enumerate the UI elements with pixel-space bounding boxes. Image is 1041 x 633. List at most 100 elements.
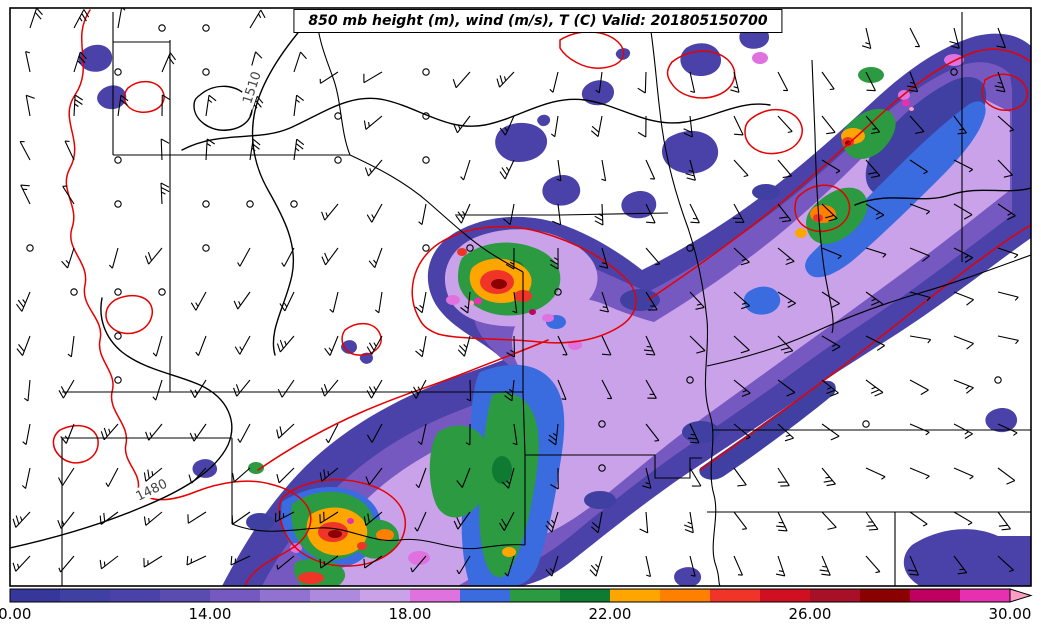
wind-barb: [276, 335, 295, 353]
wind-barb: [865, 115, 881, 135]
wind-barb: [994, 71, 1006, 93]
wind-barb: [12, 555, 31, 572]
colorbar-tick-label: 22.00: [589, 605, 632, 623]
calm-wind-circle: [686, 376, 694, 384]
wind-barb: [548, 423, 559, 446]
wind-barb: [733, 247, 750, 266]
colorbar-segment: [960, 589, 1011, 602]
temp-fill-green-region: [248, 462, 264, 474]
wind-barb: [865, 247, 887, 258]
wind-barb: [152, 379, 163, 401]
wind-barb: [190, 291, 207, 311]
calm-wind-circle: [114, 200, 122, 208]
wind-barb: [645, 379, 657, 399]
wind-barb: [460, 291, 471, 314]
wind-barb: [556, 159, 562, 182]
wind-barb: [683, 511, 694, 534]
wind-barb: [73, 9, 90, 29]
colorbar-segment: [410, 589, 461, 602]
wind-barb: [187, 511, 207, 524]
wind-barb: [997, 203, 1016, 221]
wind-barb: [953, 203, 973, 220]
wind-barb: [733, 511, 748, 530]
wind-barb: [279, 291, 295, 312]
wind-barb: [366, 203, 383, 223]
wind-barb: [909, 335, 932, 344]
wind-barb: [645, 203, 656, 224]
wind-barb: [907, 71, 919, 93]
wind-barb: [453, 511, 471, 530]
wind-barb: [144, 247, 163, 265]
state-border: [811, 59, 834, 334]
red-contour-line: [65, 9, 312, 586]
wind-barb: [550, 247, 559, 270]
calm-wind-circle: [686, 244, 694, 252]
wind-barb: [366, 423, 383, 443]
wind-barb: [160, 138, 170, 161]
wind-barb: [60, 423, 75, 444]
wind-barb: [363, 115, 383, 130]
wind-barb: [25, 50, 31, 73]
colorbar-segment: [310, 589, 361, 602]
height-contour-line: [854, 187, 1031, 206]
wind-barb: [909, 27, 921, 48]
height-contour-line: [251, 9, 319, 356]
wind-barb: [907, 555, 920, 576]
wind-barb: [730, 71, 740, 93]
wind-barb: [733, 467, 747, 487]
wind-barb: [594, 203, 604, 226]
wind-barb: [186, 555, 207, 566]
temp-fill-pink-core: [909, 107, 914, 111]
wind-barb: [997, 291, 1019, 301]
colorbar-segment: [760, 589, 811, 602]
wind-barb: [865, 335, 886, 351]
wind-barb: [733, 423, 751, 440]
wind-barb: [143, 555, 163, 568]
wind-barb: [453, 115, 471, 134]
temp-fill-orange-region: [502, 547, 516, 557]
wind-barb: [733, 291, 751, 310]
wind-barb: [997, 335, 1019, 345]
wind-barb: [460, 159, 471, 181]
wind-barb: [99, 555, 119, 570]
wind-barb: [499, 511, 515, 531]
colorbar-segment: [110, 589, 161, 602]
wind-barb: [457, 335, 471, 357]
wind-barb: [57, 511, 75, 529]
state-border: [525, 454, 702, 479]
red-contour-line: [647, 48, 1031, 301]
wind-barb: [733, 115, 744, 136]
temp-fill-red-core: [813, 214, 823, 222]
wind-barb: [997, 423, 1018, 436]
calm-wind-circle: [202, 68, 210, 76]
wind-barb: [161, 94, 171, 117]
wind-barb: [550, 115, 559, 138]
wind-barb: [909, 379, 929, 396]
wind-barb: [601, 159, 607, 182]
wind-barb: [321, 203, 339, 221]
wind-barb: [276, 423, 295, 439]
wind-barb: [637, 71, 647, 94]
wind-barb: [363, 555, 383, 569]
wind-barb: [549, 71, 559, 93]
wind-barb: [505, 247, 515, 270]
calm-wind-circle: [422, 244, 430, 252]
wind-barb: [997, 247, 1019, 259]
wind-barb: [276, 555, 295, 570]
wind-barb: [821, 423, 840, 441]
wind-barb: [953, 555, 968, 575]
red-contour-line: [105, 294, 153, 335]
calm-wind-circle: [70, 288, 78, 296]
wind-barb: [324, 335, 339, 356]
wind-barb: [865, 379, 884, 397]
wind-barb: [161, 52, 177, 73]
wind-barb: [281, 247, 295, 267]
wind-barb: [732, 203, 745, 223]
wind-barb: [777, 335, 794, 354]
wind-barb: [645, 247, 661, 266]
temp-fill-violet-region: [752, 52, 768, 64]
calm-wind-circle: [114, 288, 122, 296]
wind-barb: [105, 467, 119, 487]
